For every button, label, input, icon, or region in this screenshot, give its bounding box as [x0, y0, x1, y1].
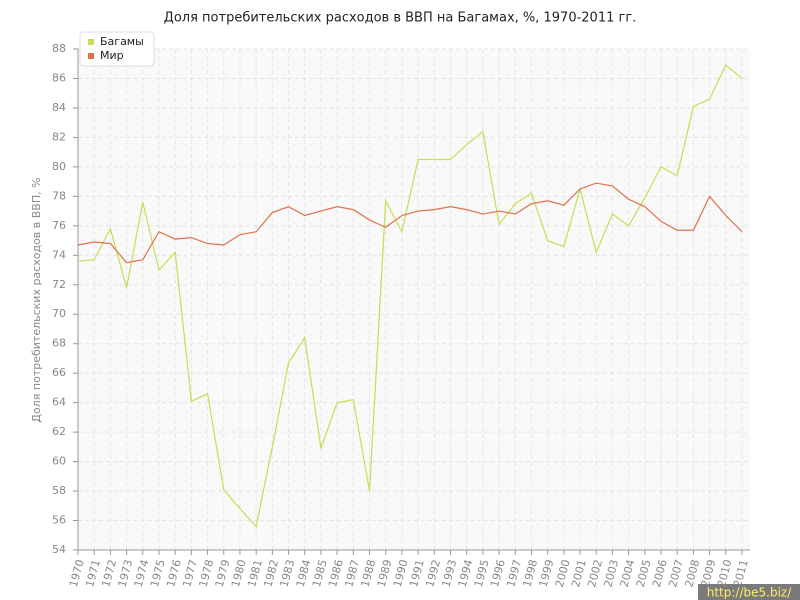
series-line — [77, 182, 743, 264]
chart-title: Доля потребительских расходов в ВВП на Б… — [164, 11, 637, 26]
y-axis-label: Доля потребительских расходов в ВВП, % — [30, 177, 43, 422]
y-tick-label: 74 — [52, 248, 66, 261]
y-tick-label: 78 — [52, 189, 66, 202]
watermark-bg — [698, 584, 800, 600]
watermark: http://be5.biz/ — [707, 586, 792, 600]
y-tick-label: 58 — [52, 484, 66, 497]
y-tick-label: 80 — [52, 160, 66, 173]
y-tick-label: 60 — [52, 455, 66, 468]
y-tick-label: 68 — [52, 337, 66, 350]
legend-swatch — [88, 53, 94, 59]
y-tick-label: 82 — [52, 130, 66, 143]
y-tick-label: 84 — [52, 101, 66, 114]
y-tick-label: 66 — [52, 366, 66, 379]
series-line — [77, 64, 743, 528]
plot-area — [78, 49, 750, 550]
y-tick-label: 64 — [52, 396, 66, 409]
legend-label: Мир — [100, 49, 124, 62]
y-tick-label: 54 — [52, 543, 66, 556]
y-tick-label: 86 — [52, 71, 66, 84]
legend-label: Багамы — [100, 35, 144, 48]
y-tick-label: 56 — [52, 514, 66, 527]
y-tick-label: 76 — [52, 219, 66, 232]
y-tick-label: 88 — [52, 42, 66, 55]
y-tick-label: 62 — [52, 425, 66, 438]
legend-box — [79, 31, 155, 67]
y-tick-label: 70 — [52, 307, 66, 320]
y-tick-label: 72 — [52, 278, 66, 291]
legend-swatch — [88, 39, 94, 45]
